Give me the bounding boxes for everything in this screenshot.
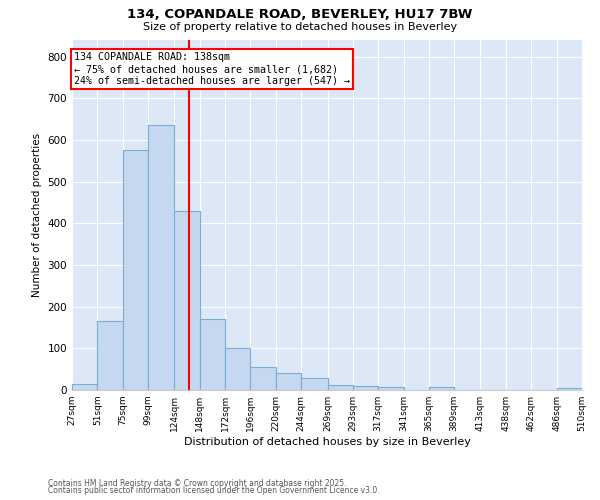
Text: Size of property relative to detached houses in Beverley: Size of property relative to detached ho…	[143, 22, 457, 32]
Bar	[557, 388, 582, 390]
X-axis label: Distribution of detached houses by size in Beverley: Distribution of detached houses by size …	[184, 437, 470, 447]
Y-axis label: Number of detached properties: Number of detached properties	[32, 133, 42, 297]
Bar	[72, 384, 97, 390]
Bar	[250, 367, 276, 390]
Bar	[301, 378, 328, 390]
Bar	[97, 322, 122, 390]
Bar	[328, 385, 353, 390]
Text: Contains HM Land Registry data © Crown copyright and database right 2025.: Contains HM Land Registry data © Crown c…	[48, 478, 347, 488]
Bar	[353, 386, 378, 390]
Bar	[276, 374, 301, 390]
Bar	[378, 386, 404, 390]
Bar	[122, 150, 148, 390]
Bar	[429, 387, 454, 390]
Bar	[148, 126, 175, 390]
Bar	[200, 319, 225, 390]
Bar	[225, 348, 250, 390]
Text: Contains public sector information licensed under the Open Government Licence v3: Contains public sector information licen…	[48, 486, 380, 495]
Text: 134 COPANDALE ROAD: 138sqm
← 75% of detached houses are smaller (1,682)
24% of s: 134 COPANDALE ROAD: 138sqm ← 75% of deta…	[74, 52, 350, 86]
Text: 134, COPANDALE ROAD, BEVERLEY, HU17 7BW: 134, COPANDALE ROAD, BEVERLEY, HU17 7BW	[127, 8, 473, 20]
Bar	[175, 211, 200, 390]
